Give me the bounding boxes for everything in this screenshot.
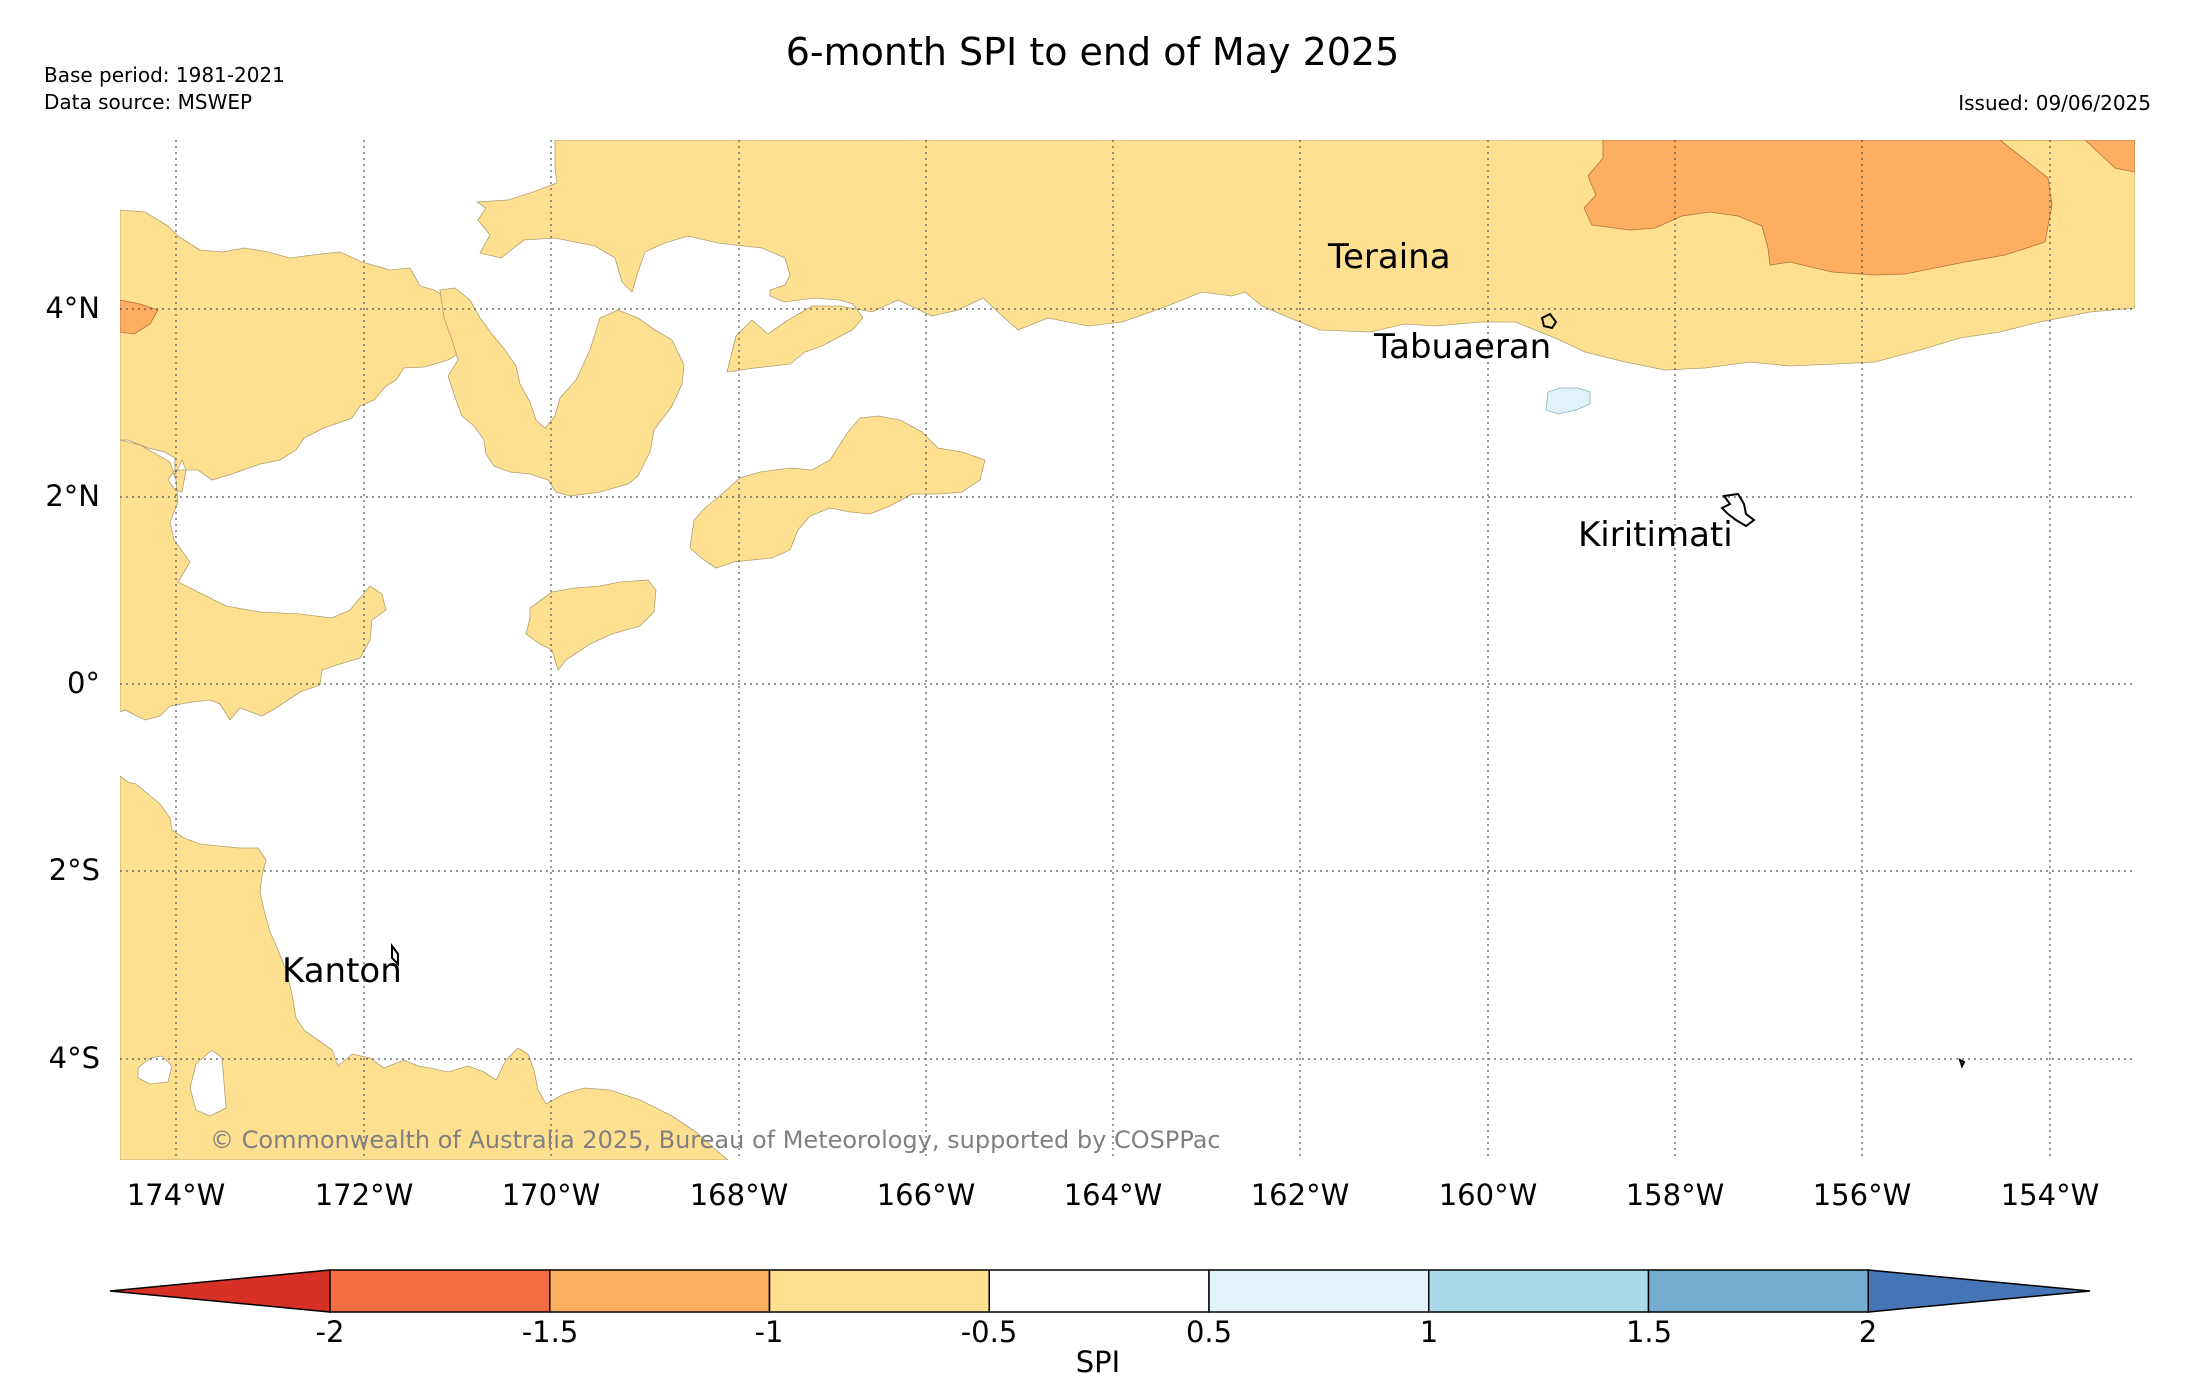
place-label-tabuaeran: Tabuaeran [1373, 327, 1551, 367]
issued-date: Issued: 09/06/2025 [1958, 91, 2151, 115]
colorbar-extend-low [109, 1269, 331, 1313]
island-small-se [1958, 1058, 1966, 1069]
spi-region-southwest [120, 775, 729, 1160]
spi-region-west [120, 209, 479, 721]
metadata-left: Base period: 1981-2021 Data source: MSWE… [44, 62, 285, 116]
colorbar-tick-label: -1 [755, 1315, 784, 1349]
spi-region-central-blob [439, 287, 685, 497]
lon-label-164w: 164°W [1064, 1178, 1163, 1212]
lon-label-166w: 166°W [877, 1178, 976, 1212]
lon-label-162w: 162°W [1251, 1178, 1350, 1212]
place-label-kiritimati: Kiritimati [1578, 515, 1733, 555]
colorbar-title: SPI [1076, 1345, 1120, 1379]
colorbar-bin [1428, 1269, 1650, 1313]
spi-region-wet-patch [1545, 387, 1591, 415]
lon-label-168w: 168°W [690, 1178, 789, 1212]
lon-label-174w: 174°W [127, 1178, 226, 1212]
colorbar-tick-label: 1 [1420, 1315, 1438, 1349]
spi-region-sw-hole-2 [189, 1049, 227, 1117]
gridlines [120, 140, 2135, 1160]
colorbar-tick-label: 1.5 [1626, 1315, 1672, 1349]
lon-label-172w: 172°W [315, 1178, 414, 1212]
base-period: Base period: 1981-2021 [44, 63, 285, 87]
lat-label-2n: 2°N [45, 479, 100, 513]
colorbar-bin [549, 1269, 771, 1313]
lat-label-4s: 4°S [49, 1041, 100, 1075]
colorbar-tick-label: -0.5 [961, 1315, 1018, 1349]
colorbar-bin [768, 1269, 990, 1313]
colorbar-bin [1208, 1269, 1430, 1313]
spi-region-lower-mid-blob [525, 579, 657, 671]
map-title: 6-month SPI to end of May 2025 [785, 30, 1400, 74]
lon-label-158w: 158°W [1626, 1178, 1725, 1212]
spi-region-northeast-patch [1583, 140, 2135, 276]
place-label-teraina: Teraina [1327, 237, 1451, 277]
colorbar-tick-label: 2 [1859, 1315, 1877, 1349]
island-kanton [391, 943, 399, 967]
lon-label-160w: 160°W [1439, 1178, 1538, 1212]
colorbar-tick-label: -1.5 [522, 1315, 579, 1349]
lon-label-154w: 154°W [2001, 1178, 2100, 1212]
spi-region-sw-hole [137, 1055, 173, 1085]
lat-label-0: 0° [67, 666, 100, 700]
lat-label-2s: 2°S [49, 853, 100, 887]
colorbar [109, 1269, 2091, 1313]
colorbar-tick-label: 0.5 [1186, 1315, 1232, 1349]
copyright-notice: © Commonwealth of Australia 2025, Bureau… [210, 1126, 1221, 1154]
lon-label-170w: 170°W [502, 1178, 601, 1212]
data-source: Data source: MSWEP [44, 90, 253, 114]
place-label-kanton: Kanton [282, 951, 402, 991]
colorbar-bin [329, 1269, 551, 1313]
colorbar-bin [1647, 1269, 1869, 1313]
spi-fill-layer [120, 140, 2135, 1160]
spi-region-west-orange [120, 299, 159, 335]
colorbar-ticks: -2 -1.5 -1 -0.5 0.5 1 1.5 2 [316, 1315, 1878, 1349]
colorbar-extend-high [1867, 1269, 2091, 1313]
island-kiritimati [1720, 492, 1756, 528]
colorbar-bin [988, 1269, 1210, 1313]
islands [391, 312, 1966, 1069]
lat-label-4n: 4°N [45, 291, 100, 325]
island-tabuaeran [1540, 312, 1558, 330]
colorbar-tick-label: -2 [316, 1315, 345, 1349]
lon-label-156w: 156°W [1813, 1178, 1912, 1212]
